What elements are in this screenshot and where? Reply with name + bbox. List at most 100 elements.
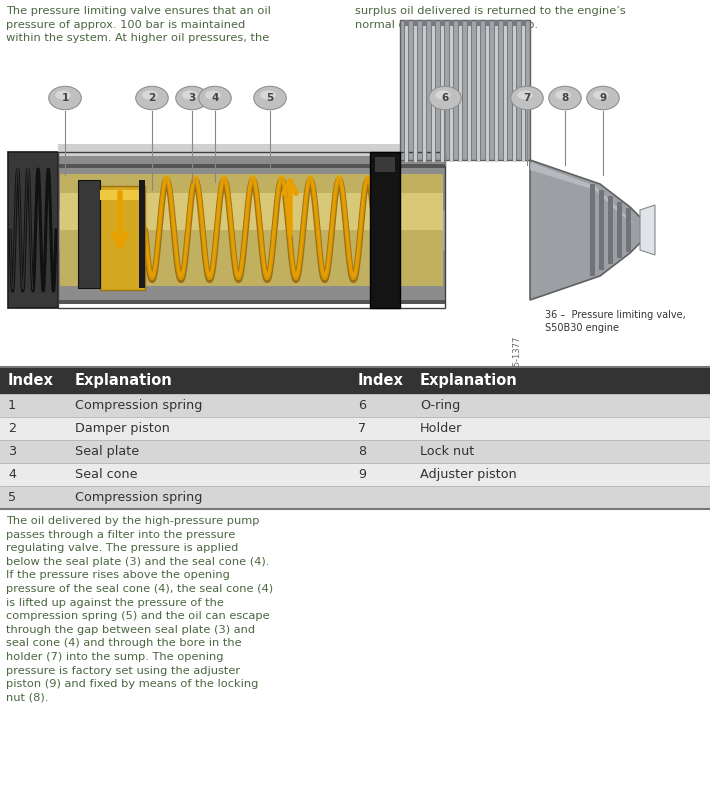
- Bar: [512, 20, 517, 160]
- Ellipse shape: [549, 87, 581, 109]
- Text: 4: 4: [8, 468, 16, 481]
- Text: 3: 3: [8, 445, 16, 458]
- Text: 7: 7: [358, 422, 366, 435]
- Bar: [423, 26, 426, 162]
- Text: Explanation: Explanation: [420, 373, 518, 388]
- Ellipse shape: [176, 87, 208, 109]
- Text: Seal cone: Seal cone: [75, 468, 138, 481]
- Bar: [8, 152, 58, 308]
- Bar: [414, 26, 417, 162]
- Text: 9: 9: [599, 93, 606, 103]
- Bar: [0, 463, 710, 486]
- Text: Compression spring: Compression spring: [75, 491, 202, 504]
- Bar: [0, 367, 710, 394]
- Bar: [58, 152, 445, 308]
- Text: 6: 6: [442, 93, 449, 103]
- Bar: [522, 26, 525, 162]
- Bar: [405, 26, 408, 162]
- Bar: [503, 20, 508, 160]
- Bar: [78, 180, 100, 288]
- Bar: [485, 20, 490, 160]
- Text: surplus oil delivered is returned to the engine’s
normal oil system via the sump: surplus oil delivered is returned to the…: [355, 6, 626, 30]
- Text: 8: 8: [562, 93, 569, 103]
- Bar: [404, 20, 409, 160]
- Text: 9: 9: [358, 468, 366, 481]
- Text: Adjuster piston: Adjuster piston: [420, 468, 517, 481]
- Bar: [0, 417, 710, 440]
- Bar: [100, 190, 145, 200]
- Bar: [599, 190, 604, 270]
- Bar: [440, 20, 445, 160]
- Bar: [100, 186, 145, 290]
- Bar: [495, 26, 498, 162]
- Ellipse shape: [429, 87, 462, 109]
- Text: 7: 7: [523, 93, 530, 103]
- Text: 4: 4: [212, 93, 219, 103]
- Bar: [400, 20, 530, 160]
- Text: 2: 2: [148, 93, 155, 103]
- Bar: [450, 26, 453, 162]
- Ellipse shape: [555, 91, 571, 99]
- Text: The oil delivered by the high-pressure pump
passes through a filter into the pre: The oil delivered by the high-pressure p…: [6, 516, 273, 703]
- Text: 36 –  Pressure limiting valve,
S50B30 engine: 36 – Pressure limiting valve, S50B30 eng…: [545, 310, 686, 333]
- Bar: [513, 26, 516, 162]
- Bar: [58, 144, 445, 156]
- Bar: [0, 486, 710, 509]
- Text: Compression spring: Compression spring: [75, 399, 202, 412]
- Ellipse shape: [510, 87, 543, 109]
- Text: 5: 5: [266, 93, 273, 103]
- Bar: [60, 174, 443, 286]
- Bar: [58, 210, 445, 250]
- Text: Lock nut: Lock nut: [420, 445, 474, 458]
- Bar: [476, 20, 481, 160]
- Ellipse shape: [517, 91, 532, 99]
- Text: 1: 1: [8, 399, 16, 412]
- Bar: [449, 20, 454, 160]
- Text: Index: Index: [8, 373, 54, 388]
- Bar: [422, 20, 427, 160]
- Bar: [139, 180, 145, 288]
- Bar: [0, 82, 710, 360]
- Bar: [617, 202, 622, 258]
- Bar: [626, 208, 631, 252]
- Text: Seal plate: Seal plate: [75, 445, 139, 458]
- Bar: [375, 157, 395, 172]
- Bar: [413, 20, 418, 160]
- Text: Damper piston: Damper piston: [75, 422, 170, 435]
- Bar: [58, 300, 445, 304]
- Ellipse shape: [136, 87, 168, 109]
- Bar: [441, 26, 444, 162]
- Bar: [431, 20, 436, 160]
- Ellipse shape: [182, 91, 198, 99]
- Text: 6: 6: [358, 399, 366, 412]
- Bar: [608, 196, 613, 264]
- Bar: [590, 184, 595, 276]
- Text: 1: 1: [61, 93, 69, 103]
- Ellipse shape: [435, 91, 451, 99]
- Text: Holder: Holder: [420, 422, 462, 435]
- Bar: [432, 26, 435, 162]
- Text: The pressure limiting valve ensures that an oil
pressure of approx. 100 bar is m: The pressure limiting valve ensures that…: [6, 6, 271, 43]
- Bar: [477, 26, 480, 162]
- Bar: [521, 20, 526, 160]
- Bar: [459, 26, 462, 162]
- Text: 5: 5: [8, 491, 16, 504]
- Text: Explanation: Explanation: [75, 373, 173, 388]
- Ellipse shape: [593, 91, 608, 99]
- Bar: [0, 440, 710, 463]
- Ellipse shape: [253, 87, 286, 109]
- Polygon shape: [640, 205, 655, 255]
- Ellipse shape: [142, 91, 158, 99]
- Ellipse shape: [205, 91, 221, 99]
- Bar: [60, 193, 443, 230]
- Bar: [468, 26, 471, 162]
- Bar: [58, 156, 445, 304]
- Ellipse shape: [260, 91, 275, 99]
- Text: 3: 3: [188, 93, 196, 103]
- Bar: [467, 20, 472, 160]
- Ellipse shape: [55, 91, 71, 99]
- Text: Index: Index: [358, 373, 404, 388]
- Ellipse shape: [199, 87, 231, 109]
- Bar: [0, 394, 710, 417]
- Bar: [504, 26, 507, 162]
